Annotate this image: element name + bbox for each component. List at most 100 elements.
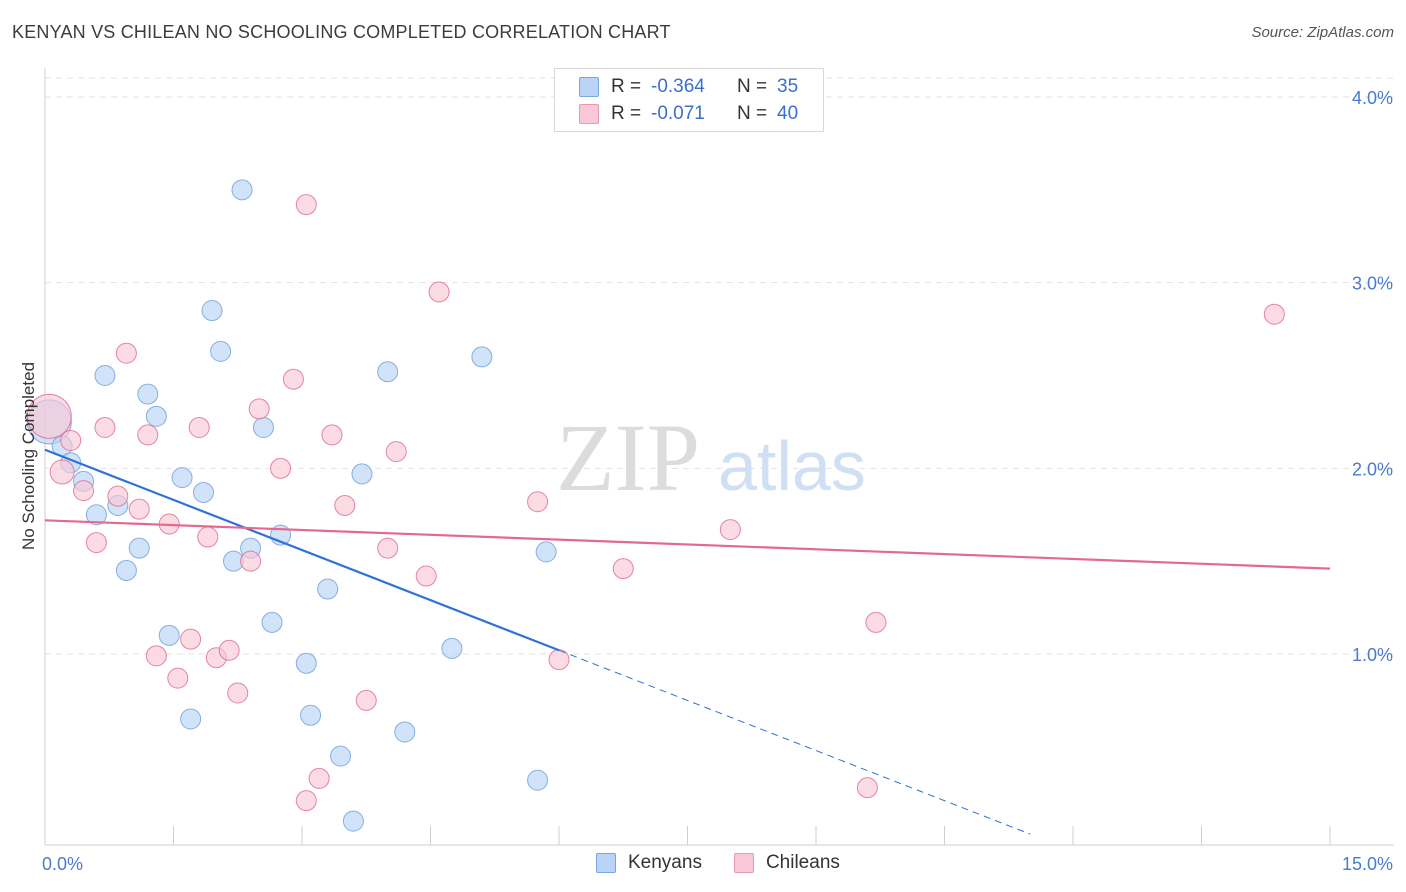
- chilean-point: [295, 790, 317, 812]
- source-label: Source: ZipAtlas.com: [1251, 24, 1394, 41]
- kenyan-point: [210, 340, 232, 362]
- kenyan-point: [171, 467, 193, 489]
- chilean-point: [145, 645, 167, 667]
- correlation-legend: R = -0.364 N = 35 R = -0.071 N = 40: [554, 68, 824, 132]
- chilean-point: [107, 485, 129, 507]
- chilean-point: [612, 558, 634, 580]
- kenyan-point: [85, 504, 107, 526]
- chilean-point: [355, 689, 377, 711]
- kenyans-swatch: [596, 853, 616, 873]
- legend-row-chileans: R = -0.071 N = 40: [579, 101, 798, 127]
- y-axis-label: No Schooling Completed: [19, 362, 38, 550]
- chilean-point: [240, 550, 262, 572]
- kenyan-point: [317, 578, 339, 600]
- chilean-point: [248, 398, 270, 420]
- legend-row-kenyans: R = -0.364 N = 35: [579, 74, 798, 100]
- chilean-point: [334, 494, 356, 516]
- y-tick-label: 2.0%: [1352, 459, 1393, 479]
- kenyan-point: [300, 704, 322, 726]
- kenyan-point: [394, 721, 416, 743]
- chilean-point: [60, 429, 82, 451]
- chilean-point: [415, 565, 437, 587]
- chilean-point: [188, 416, 210, 438]
- kenyan-point: [535, 541, 557, 563]
- x-tick-label: 0.0%: [42, 854, 83, 874]
- n-label: N =: [737, 103, 768, 124]
- r-label: R =: [611, 103, 642, 124]
- series-legend: Kenyans Chileans: [596, 852, 872, 874]
- chilean-point: [321, 424, 343, 446]
- kenyan-point: [180, 708, 202, 730]
- chilean-point: [308, 767, 330, 789]
- chilean-point: [167, 667, 189, 689]
- kenyan-point: [158, 624, 180, 646]
- chilean-point: [180, 628, 202, 650]
- kenyan-point: [94, 365, 116, 386]
- kenyan-point: [252, 416, 274, 438]
- chilean-point: [115, 342, 137, 364]
- y-tick-label: 3.0%: [1352, 274, 1393, 294]
- chilean-point: [865, 611, 887, 633]
- kenyan-point: [351, 463, 373, 485]
- chilean-point: [94, 416, 116, 438]
- kenyan-point: [115, 559, 137, 581]
- r-value: -0.071: [651, 103, 705, 124]
- legend-label-kenyans: Kenyans: [628, 852, 702, 873]
- chilean-point: [128, 498, 150, 520]
- chilean-point: [227, 682, 249, 704]
- r-label: R =: [611, 76, 642, 97]
- chilean-point: [85, 532, 107, 554]
- chilean-point: [719, 519, 741, 541]
- chilean-point: [385, 441, 407, 463]
- chilean-point: [73, 480, 95, 502]
- kenyan-point: [342, 810, 364, 832]
- chilean-point: [49, 459, 75, 485]
- chilean-point: [856, 777, 878, 799]
- axis-layer: [44, 68, 1394, 846]
- kenyan-point: [295, 652, 317, 674]
- n-value: 35: [777, 76, 799, 97]
- chilean-point: [377, 537, 399, 559]
- kenyan-point: [201, 300, 223, 322]
- kenyan-trend-line: [44, 448, 560, 652]
- kenyan-point: [231, 179, 253, 201]
- kenyan-trend-extension: [558, 649, 1031, 835]
- y-tick-label: 4.0%: [1352, 88, 1393, 108]
- watermark: ZIP atlas: [556, 404, 866, 511]
- chart-title: KENYAN VS CHILEAN NO SCHOOLING COMPLETED…: [12, 22, 671, 42]
- kenyan-point: [145, 405, 167, 427]
- chilean-point: [527, 491, 549, 513]
- r-value: -0.364: [651, 76, 705, 97]
- kenyan-point: [377, 361, 399, 383]
- chilean-point: [137, 424, 159, 446]
- n-label: N =: [737, 76, 768, 97]
- label-layer: 1.0% 2.0% 3.0% 4.0% 0.0% 15.0% No Schooling Co…: [19, 88, 1393, 874]
- legend-item-chileans[interactable]: Chileans: [733, 852, 840, 874]
- kenyan-point: [261, 611, 283, 633]
- legend-label-chileans: Chileans: [765, 852, 840, 873]
- chilean-point: [295, 194, 317, 216]
- chilean-trend-line: [44, 519, 1331, 570]
- chilean-point: [26, 393, 72, 439]
- kenyan-point: [137, 383, 159, 405]
- watermark-zip: ZIP: [556, 404, 700, 511]
- watermark-atlas: atlas: [718, 427, 866, 505]
- chileans-swatch: [733, 853, 754, 873]
- kenyan-point: [441, 637, 463, 659]
- kenyan-point: [471, 346, 493, 368]
- chilean-point: [218, 639, 240, 661]
- chileans-swatch: [579, 104, 599, 124]
- chilean-point: [428, 281, 450, 303]
- chilean-point: [1263, 303, 1285, 325]
- legend-item-kenyans[interactable]: Kenyans: [596, 852, 702, 874]
- trend-layer: [44, 448, 1331, 835]
- n-value: 40: [777, 103, 799, 124]
- kenyan-point: [128, 537, 150, 559]
- kenyan-point: [192, 481, 214, 503]
- kenyan-point: [330, 745, 352, 767]
- y-tick-label: 1.0%: [1352, 645, 1393, 665]
- points-layer: [26, 179, 1285, 832]
- chilean-point: [270, 457, 292, 479]
- chilean-point: [282, 368, 304, 390]
